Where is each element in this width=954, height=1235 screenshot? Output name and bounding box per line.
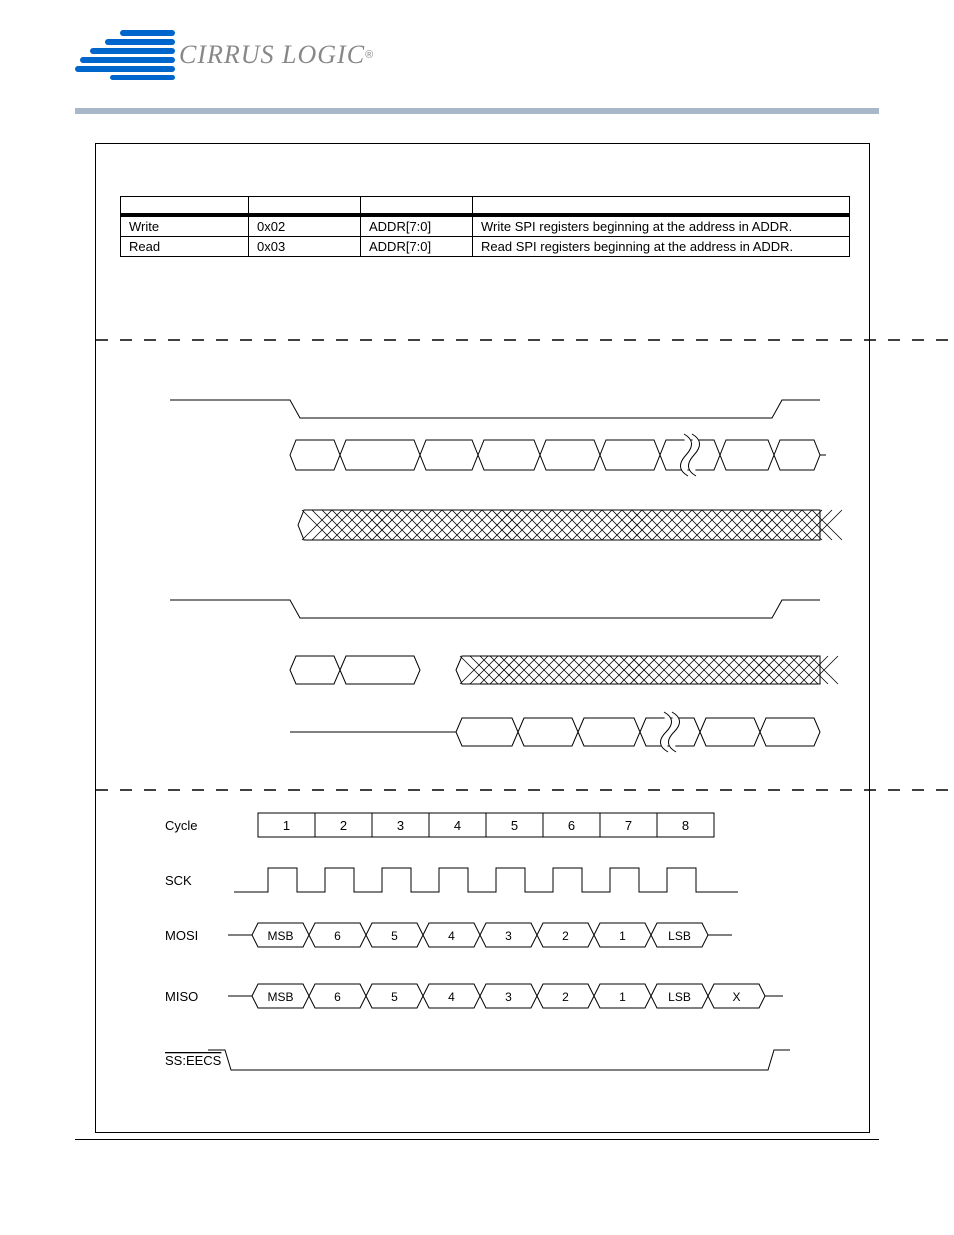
svg-text:MISO: MISO xyxy=(165,989,198,1004)
svg-text:5: 5 xyxy=(511,818,518,833)
svg-text:MSB: MSB xyxy=(267,990,293,1004)
svg-text:SS:EECS: SS:EECS xyxy=(165,1053,222,1068)
timing-diagram: Cycle SCK MOSI MISO SS:EECS 1 2 3 4 5 6 7 8 MSB 6 5 4 3 2 1… xyxy=(0,0,954,1235)
svg-text:1: 1 xyxy=(283,818,290,833)
svg-text:MOSI: MOSI xyxy=(165,928,198,943)
svg-text:6: 6 xyxy=(334,990,341,1004)
svg-text:7: 7 xyxy=(625,818,632,833)
svg-text:Cycle: Cycle xyxy=(165,818,198,833)
svg-text:2: 2 xyxy=(340,818,347,833)
svg-text:1: 1 xyxy=(619,929,626,943)
svg-text:SCK: SCK xyxy=(165,873,192,888)
svg-text:2: 2 xyxy=(562,929,569,943)
svg-text:1: 1 xyxy=(619,990,626,1004)
footer-rule xyxy=(75,1139,879,1140)
svg-text:5: 5 xyxy=(391,990,398,1004)
svg-text:5: 5 xyxy=(391,929,398,943)
svg-text:MSB: MSB xyxy=(267,929,293,943)
svg-text:3: 3 xyxy=(505,929,512,943)
svg-text:LSB: LSB xyxy=(668,929,691,943)
svg-text:2: 2 xyxy=(562,990,569,1004)
svg-text:4: 4 xyxy=(454,818,461,833)
svg-text:8: 8 xyxy=(682,818,689,833)
svg-text:6: 6 xyxy=(334,929,341,943)
svg-text:3: 3 xyxy=(505,990,512,1004)
svg-text:LSB: LSB xyxy=(668,990,691,1004)
svg-text:3: 3 xyxy=(397,818,404,833)
svg-text:4: 4 xyxy=(448,990,455,1004)
svg-text:X: X xyxy=(732,990,740,1004)
svg-text:4: 4 xyxy=(448,929,455,943)
svg-text:6: 6 xyxy=(568,818,575,833)
